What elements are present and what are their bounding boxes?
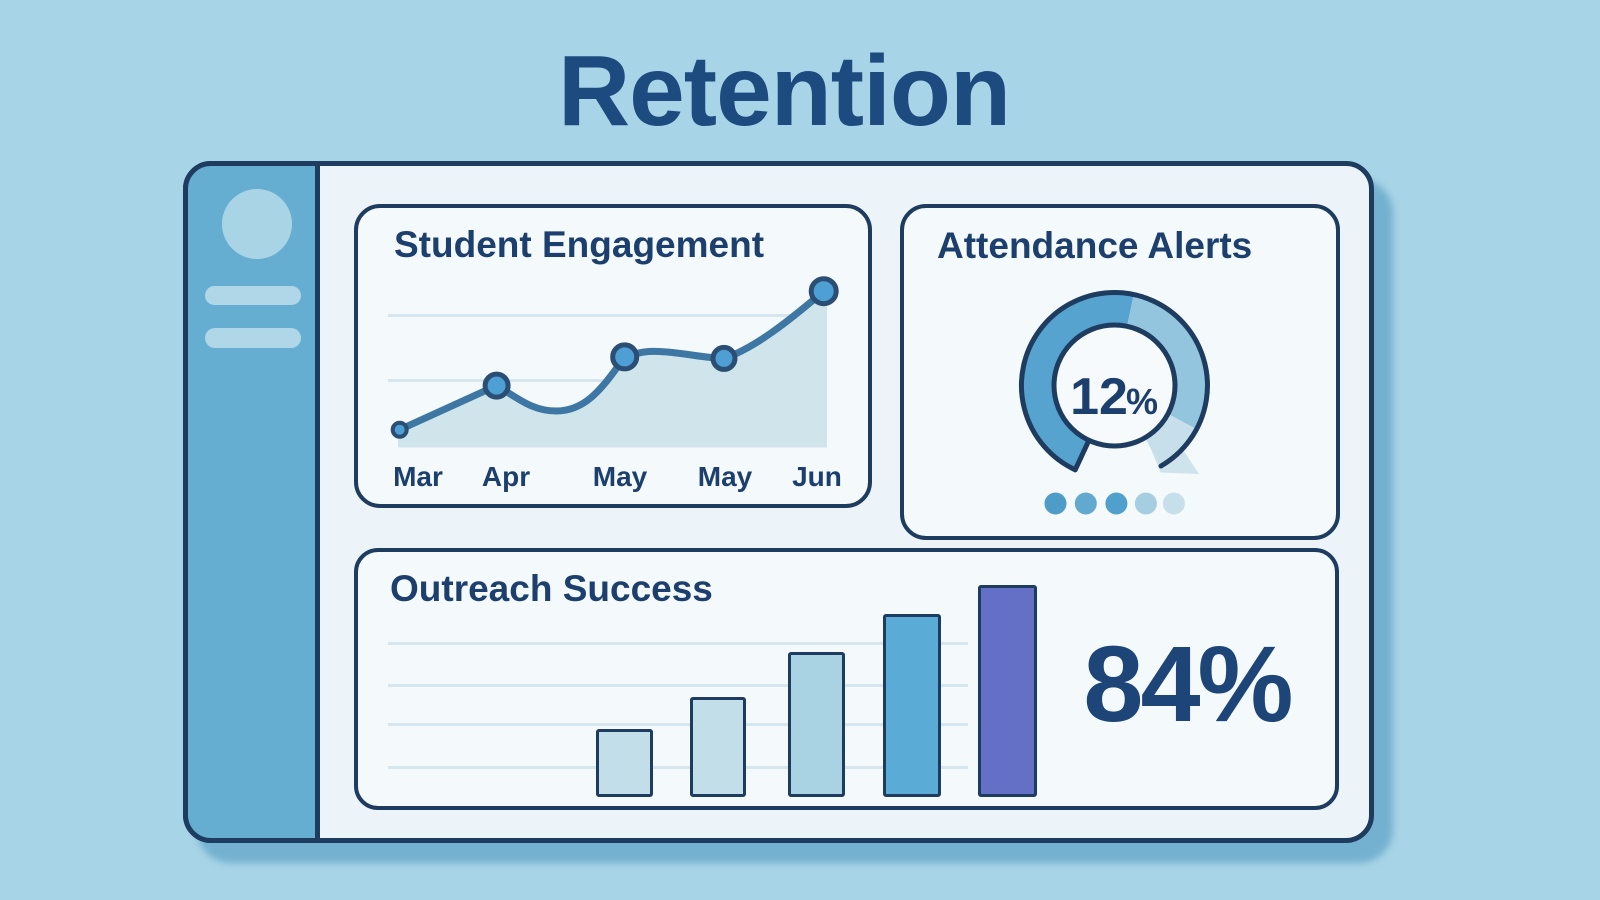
svg-text:%: % (1126, 381, 1158, 422)
svg-text:12: 12 (1070, 368, 1128, 426)
